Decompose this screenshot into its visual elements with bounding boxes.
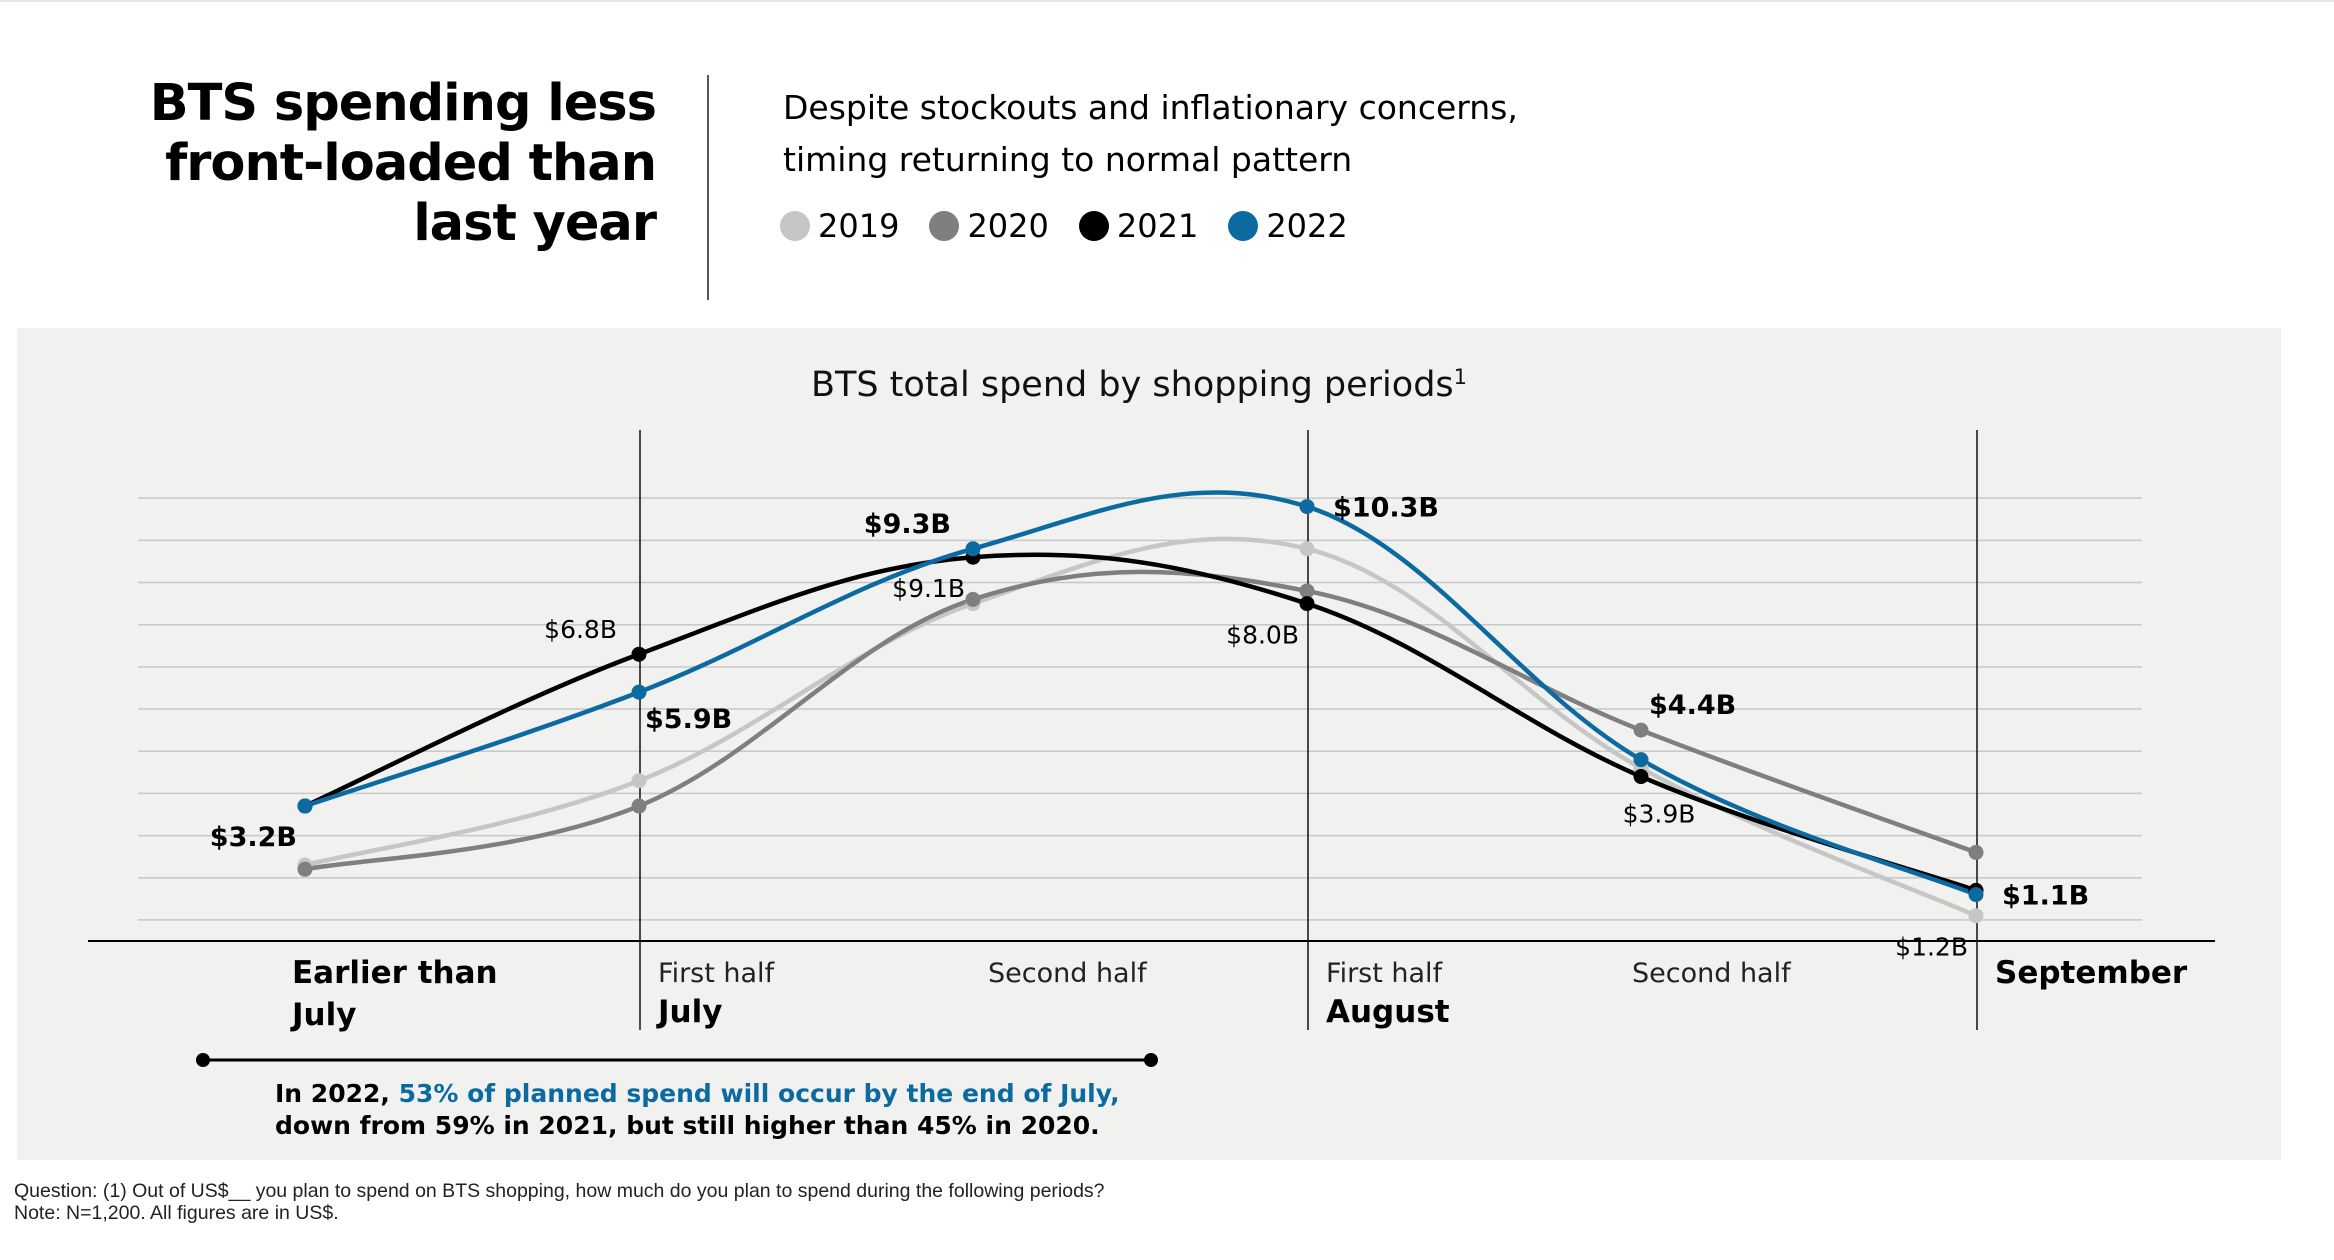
footnote-note: Note: N=1,200. All figures are in US$. [14,1202,339,1224]
annotation-line-2: down from 59% in 2021, but still higher … [275,1111,1100,1140]
series-line-2020 [304,569,1977,872]
data-label-2019-5: $1.2B [1895,933,1968,962]
x-axis-labels: Earlier than July First half July Second hal… [290,955,2188,1033]
series-line-2019 [304,536,1977,918]
title-line-1: BTS spending less [149,74,657,133]
data-point-2020-3 [1299,583,1315,599]
data-point-2022-5 [1968,887,1984,903]
data-point-2021-3 [1299,596,1315,612]
footnote-question: Question: (1) Out of US$__ you plan to s… [14,1180,1105,1202]
series-lines [304,490,1977,918]
legend-swatch-2021 [1078,211,1109,241]
data-labels: $3.2B $6.8B $5.9B $9.3B $9.1B $10.3B $8.0B $4.4… [210,493,2089,962]
data-label-2022-5: $1.1B [2002,881,2089,912]
data-point-2020-4 [1633,722,1649,738]
annotation-bracket-start [196,1053,210,1067]
annotation: In 2022, 53% of planned spend will occur… [196,1053,1158,1140]
x-tick-sublabel-1: First half [658,958,776,989]
x-tick-label-1: July [656,994,722,1030]
title-line-3: last year [413,194,657,253]
x-tick-label-0: Earlier than [292,955,498,991]
data-point-2021-4 [1633,769,1649,785]
subtitle-line-2: timing returning to normal pattern [783,140,1353,179]
legend-item-2022: 2022 [1228,207,1348,245]
x-tick-sublabel-2: Second half [988,958,1148,989]
chart-title: BTS total spend by shopping periods1 [811,365,1467,405]
x-tick-label-0-line2: July [290,997,356,1033]
data-label-2021-3: $8.0B [1226,621,1299,650]
data-label-2022-0: $3.2B [210,822,297,853]
subtitle: Despite stockouts and inflationary conce… [783,82,1683,186]
annotation-highlight: 53% of planned spend will occur by the e… [399,1079,1120,1108]
series-line-2021 [304,552,1977,893]
data-point-2022-0 [297,798,313,814]
data-label-2021-4: $3.9B [1623,800,1696,829]
data-point-2022-2 [965,541,981,557]
data-point-2022-3 [1299,499,1315,515]
annotation-bracket-end [1144,1053,1158,1067]
legend-label-2022: 2022 [1266,207,1348,245]
data-point-2020-5 [1968,844,1984,860]
x-tick-sublabel-4: Second half [1632,958,1792,989]
data-point-2019-5 [1968,908,1984,924]
x-tick-label-3: August [1326,994,1450,1030]
data-label-2021-2: $9.1B [892,574,965,603]
series-line-2022 [304,490,1977,897]
data-point-2020-0 [297,861,313,877]
annotation-prefix: In 2022, [275,1079,399,1108]
legend-label-2020: 2020 [967,207,1049,245]
x-tick-sublabel-3: First half [1326,958,1444,989]
data-point-2019-3 [1299,541,1315,557]
data-point-2020-1 [631,798,647,814]
title-line-2: front-loaded than [165,134,657,193]
legend-swatch-2019 [780,211,810,241]
footnote: Question: (1) Out of US$__ you plan to s… [14,1180,1105,1224]
annotation-line-1: In 2022, 53% of planned spend will occur… [275,1079,1120,1108]
series-points [297,499,1984,924]
data-label-2022-1: $5.9B [645,704,732,735]
period-dividers [639,430,1978,1030]
legend-item-2021: 2021 [1078,207,1199,245]
top-rule [0,0,2334,2]
legend-item-2020: 2020 [929,207,1049,245]
data-label-2021-1: $6.8B [544,615,617,644]
legend-label-2019: 2019 [818,207,900,245]
data-point-2021-1 [631,646,647,662]
x-tick-label-5: September [1995,955,2188,991]
legend: 2019 2020 2021 2022 [780,205,1378,247]
data-label-2022-3: $10.3B [1333,493,1439,524]
data-point-2022-4 [1633,752,1649,768]
page-title: BTS spending less front-loaded than last… [96,74,657,254]
data-label-2020-4: $4.4B [1649,690,1736,721]
data-label-2022-2: $9.3B [864,509,951,540]
data-point-2019-1 [631,773,647,789]
legend-label-2021: 2021 [1116,207,1199,245]
data-point-2022-1 [631,684,647,700]
data-point-2020-2 [965,591,981,607]
subtitle-line-1: Despite stockouts and inflationary conce… [783,88,1518,127]
legend-swatch-2022 [1228,211,1259,241]
chart-panel [17,328,2281,1160]
legend-swatch-2020 [929,211,960,241]
legend-item-2019: 2019 [780,207,899,245]
title-divider [707,75,709,300]
